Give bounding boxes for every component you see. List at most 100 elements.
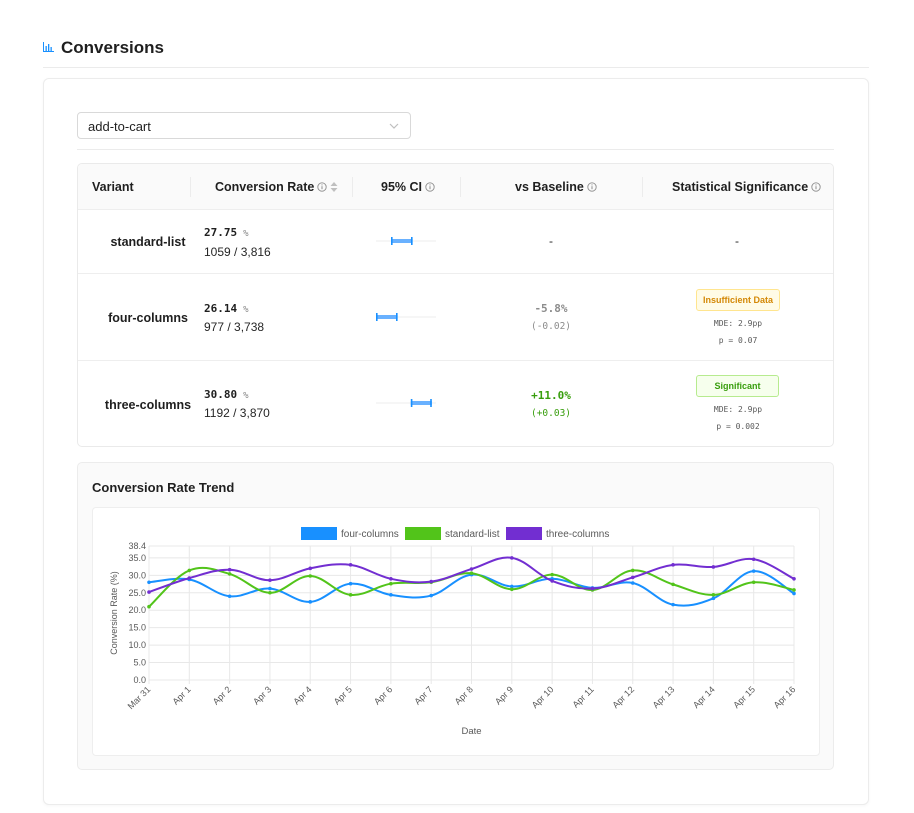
chevron-down-icon	[389, 123, 399, 129]
data-point[interactable]	[147, 580, 151, 585]
conversion-rate-trend-chart: four-columns standard-list three-columns 0.…	[109, 527, 797, 737]
data-point[interactable]	[348, 593, 353, 597]
data-point[interactable]	[308, 574, 313, 578]
legend-swatch[interactable]	[506, 527, 542, 540]
x-tick-label: Apr 14	[691, 684, 717, 710]
data-point[interactable]	[630, 575, 635, 580]
x-tick-label: Apr 5	[332, 684, 354, 706]
confidence-interval-bar	[376, 313, 436, 321]
table-header: Variant Conversion Rate 95% CI vs Baseli…	[78, 164, 833, 210]
sort-icon[interactable]	[329, 180, 339, 194]
vs-baseline-abs: (+0.03)	[530, 408, 572, 419]
x-tick-label: Apr 9	[493, 684, 515, 706]
data-point[interactable]	[792, 588, 796, 592]
column-divider	[642, 177, 643, 197]
trend-title: Conversion Rate Trend	[92, 480, 235, 495]
trend-card: Conversion Rate Trend four-columns standa…	[77, 462, 834, 770]
x-tick-label: Apr 15	[731, 684, 757, 710]
data-point[interactable]	[268, 586, 272, 591]
column-divider	[352, 177, 353, 197]
divider	[77, 149, 834, 150]
data-point[interactable]	[671, 582, 675, 587]
data-point[interactable]	[308, 566, 313, 571]
rate-unit: %	[243, 391, 249, 401]
data-point[interactable]	[792, 591, 796, 596]
data-point[interactable]	[751, 580, 756, 585]
data-point[interactable]	[348, 581, 353, 586]
data-point[interactable]	[469, 571, 474, 576]
p-value-text: p = 0.002	[716, 422, 760, 431]
data-point[interactable]	[630, 568, 635, 573]
data-point[interactable]	[711, 593, 716, 597]
data-point[interactable]	[348, 563, 353, 567]
x-axis-label: Date	[461, 726, 481, 737]
data-point[interactable]	[187, 568, 192, 573]
ci-lower-cap	[391, 237, 393, 245]
p-value-text: p = 0.07	[718, 336, 758, 345]
data-point[interactable]	[147, 604, 151, 609]
data-point[interactable]	[429, 593, 433, 598]
data-point[interactable]	[429, 579, 433, 584]
ci-upper-cap	[396, 313, 398, 321]
data-point[interactable]	[550, 572, 554, 577]
data-point[interactable]	[751, 557, 756, 562]
column-header-variant: Variant	[92, 180, 134, 194]
confidence-interval-bar	[376, 399, 436, 407]
legend-swatch[interactable]	[301, 527, 337, 540]
data-point[interactable]	[389, 593, 393, 597]
y-tick-label: 10.0	[128, 640, 146, 650]
data-point[interactable]	[227, 567, 232, 572]
variant-name: three-columns	[104, 398, 192, 412]
page-header: Conversions	[43, 38, 869, 68]
data-point[interactable]	[671, 602, 675, 607]
vs-baseline-value: +11.0%	[531, 389, 571, 402]
data-point[interactable]	[268, 578, 272, 582]
data-point[interactable]	[510, 587, 514, 592]
data-point[interactable]	[630, 581, 635, 585]
data-point[interactable]	[147, 590, 151, 594]
conversion-rate: 27.75%	[204, 226, 249, 239]
data-point[interactable]	[671, 563, 675, 567]
data-point[interactable]	[227, 572, 232, 576]
data-point[interactable]	[268, 590, 272, 595]
vs-baseline-value: -	[549, 234, 553, 248]
mde-text: MDE: 2.9pp	[713, 319, 763, 328]
data-point[interactable]	[389, 581, 393, 586]
data-point[interactable]	[711, 596, 716, 601]
data-point[interactable]	[389, 577, 393, 581]
data-point[interactable]	[510, 584, 514, 589]
conversion-count: 1059 / 3,816	[204, 245, 271, 259]
data-point[interactable]	[590, 586, 595, 591]
legend-label[interactable]: standard-list	[445, 529, 500, 540]
status-badge: Significant	[696, 375, 779, 397]
data-point[interactable]	[187, 576, 192, 580]
column-header-ci: 95% CI	[381, 180, 435, 194]
data-point[interactable]	[550, 579, 554, 583]
chart-container: four-columns standard-list three-columns 0.…	[92, 507, 820, 756]
data-point[interactable]	[308, 600, 313, 604]
ci-lower-cap	[376, 313, 378, 321]
metric-select[interactable]: add-to-cart	[77, 112, 411, 139]
rate-unit: %	[243, 229, 249, 239]
legend-label[interactable]: three-columns	[546, 529, 609, 540]
column-header-conversion-rate[interactable]: Conversion Rate	[215, 180, 327, 194]
data-point[interactable]	[751, 569, 756, 573]
y-tick-label: 25.0	[128, 588, 146, 598]
info-icon[interactable]	[811, 182, 821, 192]
ci-upper-cap	[430, 399, 432, 407]
data-point[interactable]	[711, 565, 716, 569]
info-icon[interactable]	[587, 182, 597, 192]
data-point[interactable]	[227, 594, 232, 599]
info-icon[interactable]	[425, 182, 435, 192]
legend-label[interactable]: four-columns	[341, 529, 399, 540]
info-icon[interactable]	[317, 182, 327, 192]
column-header-significance: Statistical Significance	[672, 180, 821, 194]
rate-value: 26.14	[204, 302, 238, 315]
legend-swatch[interactable]	[405, 527, 441, 540]
data-point[interactable]	[469, 567, 474, 571]
data-point[interactable]	[510, 556, 514, 560]
data-point[interactable]	[792, 577, 796, 581]
x-tick-label: Apr 7	[412, 684, 434, 706]
confidence-interval-bar	[376, 237, 436, 245]
column-header-label: vs Baseline	[515, 180, 584, 194]
